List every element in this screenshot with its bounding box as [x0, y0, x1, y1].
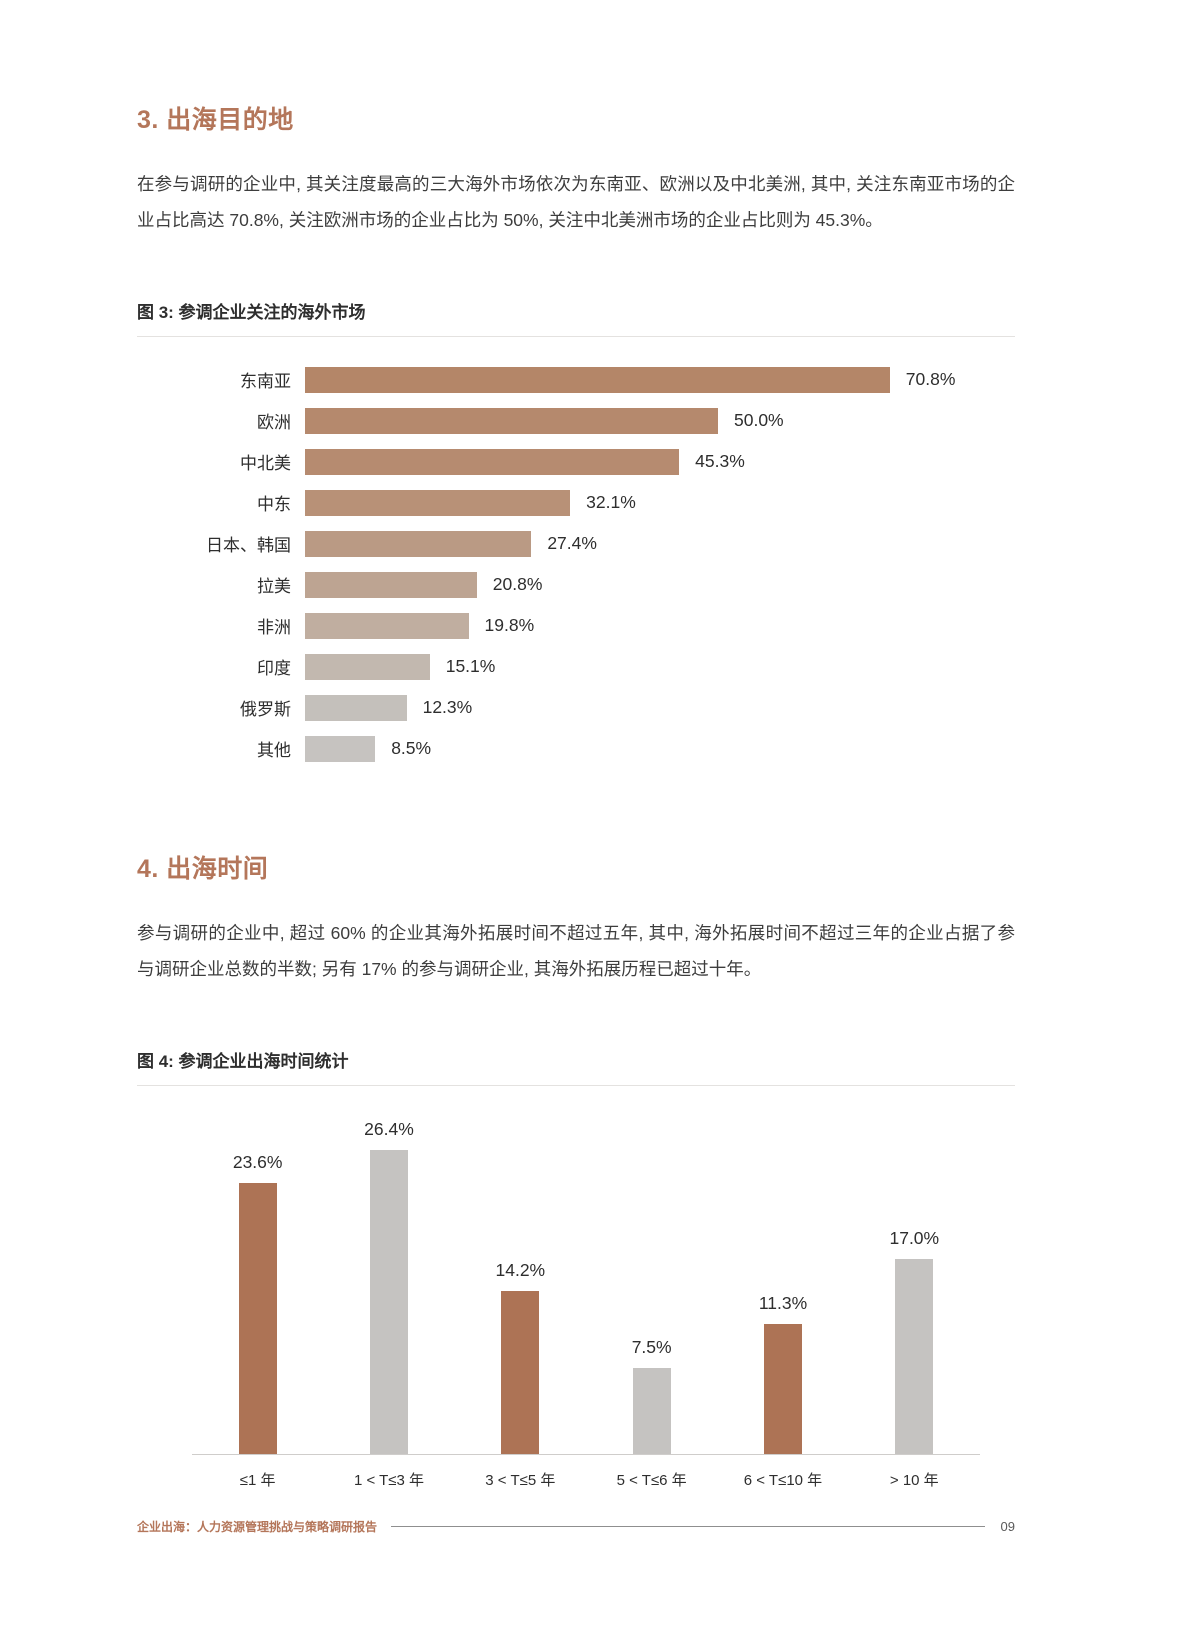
hbar-row: 欧洲 50.0% [137, 400, 1015, 441]
hbar-bar [305, 571, 477, 598]
vbar-x-axis-label: 5 < T≤6 年 [616, 1472, 687, 1489]
hbar-value-label: 27.4% [547, 533, 597, 553]
hbar-track: 45.3% [305, 448, 1015, 475]
footer-page-number: 09 [1000, 1519, 1015, 1534]
section-destinations: 3. 出海目的地 在参与调研的企业中, 其关注度最高的三大海外市场依次为东南亚、… [137, 100, 1015, 238]
hbar-value-label: 45.3% [695, 451, 745, 471]
hbar-category-label: 东南亚 [240, 372, 291, 391]
hbar-row: 中北美 45.3% [137, 441, 1015, 482]
section-timing-paragraph: 参与调研的企业中, 超过 60% 的企业其海外拓展时间不超过五年, 其中, 海外… [137, 923, 1015, 979]
hbar-track: 50.0% [305, 407, 1015, 434]
hbar-value-label: 19.8% [484, 615, 535, 635]
vbar-bar [238, 1182, 277, 1454]
hbar-track: 27.4% [305, 530, 1015, 557]
hbar-value-label: 8.5% [391, 738, 432, 758]
footer-report-title: 企业出海：人力资源管理挑战与策略调研报告 [137, 1520, 378, 1534]
vbar-x-axis-label: 6 < T≤10 年 [743, 1472, 823, 1489]
figure-3-title: 图 3: 参调企业关注的海外市场 [137, 303, 366, 322]
vbar-value-label: 23.6% [232, 1151, 283, 1172]
hbar-category-label: 印度 [257, 659, 291, 678]
footer-divider-line [391, 1526, 985, 1527]
hbar-row: 东南亚 70.8% [137, 359, 1015, 400]
section-timing-title: 4. 出海时间 [137, 855, 269, 883]
hbar-bar [305, 612, 469, 639]
vbar-column: 7.5% [586, 1337, 717, 1454]
hbar-track: 8.5% [305, 735, 1015, 762]
hbar-category-label: 俄罗斯 [240, 700, 291, 719]
hbar-row: 印度 15.1% [137, 646, 1015, 687]
vbar-bar [369, 1150, 408, 1454]
vbar-x-axis-label: ≤1 年 [239, 1472, 276, 1489]
vbar-value-label: 14.2% [495, 1259, 546, 1280]
vbar-bar [895, 1258, 934, 1454]
figure-4-rule [137, 1085, 1015, 1086]
hbar-row: 中东 32.1% [137, 482, 1015, 523]
vbar-column: 17.0% [849, 1227, 980, 1454]
vbar-plot: 23.6% 26.4% 14.2% 7.5% 11.3% 17.0% [192, 1114, 980, 1455]
hbar-category-label: 中北美 [240, 454, 291, 473]
hbar-category-label: 其他 [257, 741, 291, 760]
hbar-category-label: 拉美 [257, 577, 291, 596]
figure-3-rule [137, 336, 1015, 337]
vbar-column: 14.2% [455, 1260, 586, 1454]
vbar-x-axis-label: > 10 年 [889, 1472, 939, 1489]
hbar-value-label: 50.0% [734, 410, 784, 430]
hbar-bar [305, 489, 571, 516]
vbar-bar [763, 1324, 802, 1454]
vbar-chart: 23.6% 26.4% 14.2% 7.5% 11.3% 17.0% ≤1 年 1 < T≤… [192, 1114, 980, 1490]
hbar-value-label: 15.1% [445, 656, 496, 676]
vbar-column: 23.6% [192, 1152, 323, 1454]
vbar-x-axis-label: 1 < T≤3 年 [353, 1472, 425, 1489]
hbar-value-label: 32.1% [586, 492, 636, 512]
figure-3: 图 3: 参调企业关注的海外市场 东南亚 70.8% 欧洲 50.0% 中北美 45.3%… [137, 298, 1015, 769]
section-timing: 4. 出海时间 参与调研的企业中, 超过 60% 的企业其海外拓展时间不超过五年… [137, 849, 1015, 987]
hbar-row: 非洲 19.8% [137, 605, 1015, 646]
hbar-bar [305, 366, 890, 393]
hbar-value-label: 20.8% [492, 574, 543, 594]
vbar-value-label: 11.3% [758, 1293, 808, 1314]
hbar-bar [305, 448, 680, 475]
vbar-column: 26.4% [323, 1119, 454, 1454]
figure-4: 图 4: 参调企业出海时间统计 23.6% 26.4% 14.2% 7.5% 11.3%… [137, 1047, 1015, 1490]
hbar-row: 其他 8.5% [137, 728, 1015, 769]
hbar-value-label: 70.8% [905, 369, 956, 389]
vbar-xlabels: ≤1 年 1 < T≤3 年 3 < T≤5 年 5 < T≤6 年 6 < T≤10 … [192, 1455, 980, 1490]
hbar-row: 拉美 20.8% [137, 564, 1015, 605]
hbar-category-label: 日本、韩国 [206, 536, 291, 555]
vbar-column: 11.3% [717, 1293, 848, 1454]
vbar-value-label: 26.4% [364, 1119, 414, 1140]
hbar-track: 12.3% [305, 694, 1015, 721]
vbar-value-label: 17.0% [889, 1227, 940, 1248]
vbar-bar [632, 1367, 671, 1454]
hbar-category-label: 中东 [257, 495, 291, 514]
hbar-chart: 东南亚 70.8% 欧洲 50.0% 中北美 45.3% 中东 32.1% 日本、韩国 27.4%… [137, 337, 1015, 769]
hbar-row: 俄罗斯 12.3% [137, 687, 1015, 728]
hbar-track: 70.8% [305, 366, 1015, 393]
hbar-track: 20.8% [305, 571, 1015, 598]
hbar-bar [305, 653, 430, 680]
section-destinations-paragraph: 在参与调研的企业中, 其关注度最高的三大海外市场依次为东南亚、欧洲以及中北美洲,… [137, 174, 1015, 230]
hbar-bar [305, 694, 407, 721]
hbar-value-label: 12.3% [422, 697, 473, 717]
vbar-value-label: 7.5% [631, 1336, 672, 1357]
hbar-bar [305, 407, 718, 434]
vbar-x-axis-label: 3 < T≤5 年 [485, 1472, 556, 1489]
hbar-track: 15.1% [305, 653, 1015, 680]
hbar-row: 日本、韩国 27.4% [137, 523, 1015, 564]
hbar-category-label: 欧洲 [257, 413, 291, 432]
figure-4-title: 图 4: 参调企业出海时间统计 [137, 1052, 349, 1071]
hbar-track: 19.8% [305, 612, 1015, 639]
hbar-bar [305, 530, 532, 557]
hbar-category-label: 非洲 [257, 618, 291, 637]
hbar-bar [305, 735, 376, 762]
vbar-bar [501, 1290, 540, 1454]
section-destinations-title: 3. 出海目的地 [137, 106, 294, 134]
hbar-track: 32.1% [305, 489, 1015, 516]
page-footer: 企业出海：人力资源管理挑战与策略调研报告 09 [137, 1518, 1015, 1535]
